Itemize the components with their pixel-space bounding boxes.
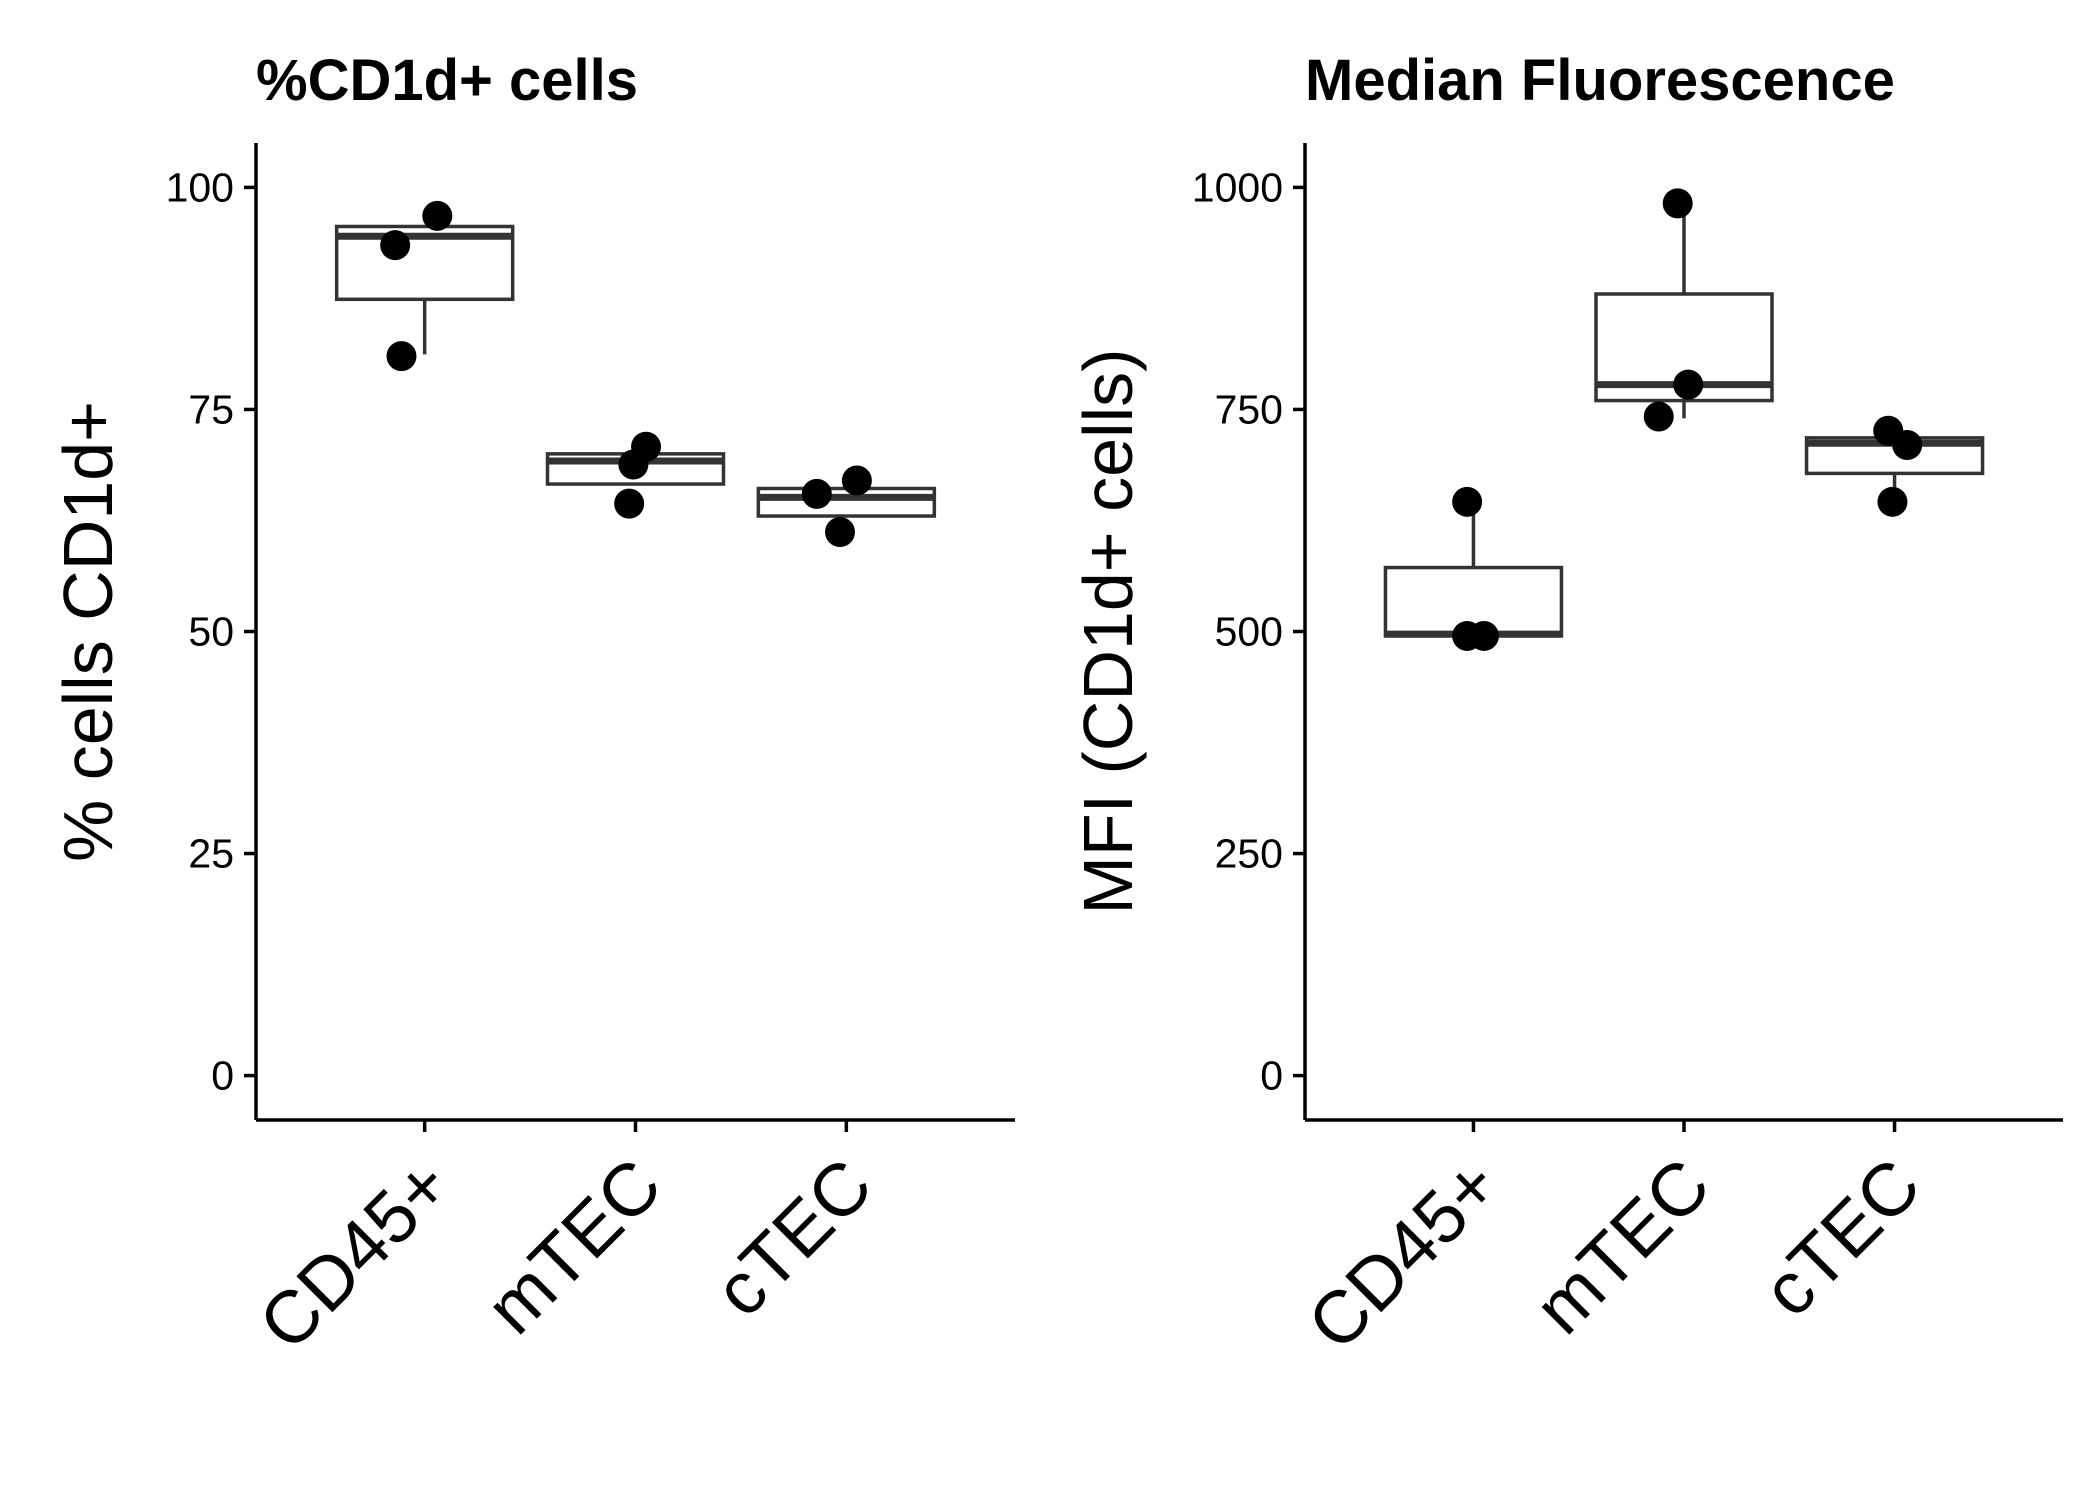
data-point [841,465,872,496]
y-tick-label: 100 [166,164,234,210]
y-tick-label: 750 [1215,386,1283,432]
data-point [618,449,649,480]
y-tick-label: 0 [1260,1053,1283,1099]
data-point [801,478,832,509]
y-tick-label: 0 [211,1053,234,1099]
x-tick-label: mTEC [470,1143,677,1350]
data-point [380,230,411,261]
y-tick-label: 50 [188,609,234,655]
data-point [1662,188,1693,219]
data-point [1877,486,1908,517]
data-point [1673,369,1704,400]
data-point [1468,620,1499,651]
data-point [614,488,645,519]
data-point [386,341,417,372]
panel-title: %CD1d+ cells [256,48,638,113]
data-point [1643,401,1674,432]
y-tick-label: 75 [188,386,234,432]
y-tick-label: 1000 [1192,164,1283,210]
x-tick-label: mTEC [1518,1143,1725,1350]
data-point [1892,429,1923,460]
y-tick-label: 500 [1215,609,1283,655]
x-tick-label: CD45+ [1292,1143,1515,1366]
data-point [1452,486,1483,517]
panel-title: Median Fluorescence [1305,48,1895,113]
x-tick-label: CD45+ [243,1143,466,1366]
y-tick-label: 250 [1215,831,1283,877]
y-tick-label: 25 [188,831,234,877]
y-axis-title: % cells CD1d+ [49,401,127,862]
x-tick-label: cTEC [698,1143,888,1333]
y-axis-title: MFI (CD1d+ cells) [1069,349,1147,915]
box [756,486,937,518]
data-point [422,200,453,231]
data-point [825,517,856,548]
x-tick-label: cTEC [1746,1143,1936,1333]
